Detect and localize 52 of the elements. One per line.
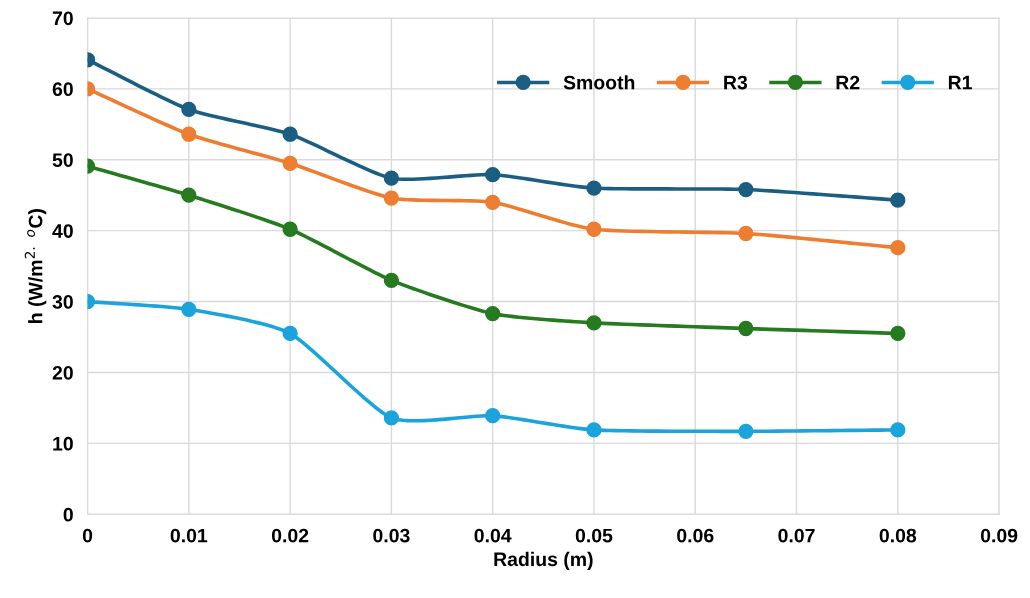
point <box>586 180 602 196</box>
point <box>282 325 298 342</box>
y-tick-label: 20 <box>52 365 73 380</box>
x-tick-label: 0.03 <box>373 528 410 543</box>
x-tick-label: 0.06 <box>677 528 714 543</box>
point <box>890 422 906 438</box>
point <box>485 194 501 210</box>
x-tick-label: 0 <box>82 528 93 543</box>
y-tick-label: 40 <box>52 224 73 238</box>
x-tick-label: 0.07 <box>778 528 815 543</box>
point <box>586 422 602 438</box>
point <box>282 126 298 142</box>
x-tick-label: 0.01 <box>170 528 208 543</box>
y-tick-label: 70 <box>52 11 73 26</box>
point <box>485 408 501 424</box>
point <box>890 192 906 208</box>
x-axis-title: Radius (m) <box>494 551 593 570</box>
x-tick-label: 0.02 <box>271 528 309 543</box>
x-tick-label: 0.09 <box>980 528 1018 543</box>
point <box>890 240 906 256</box>
point <box>738 181 754 198</box>
y-axis-title: h (W/m$^{2. o}$C) <box>24 209 47 323</box>
point <box>738 320 754 337</box>
point <box>738 225 754 242</box>
point <box>282 155 298 171</box>
point <box>485 167 501 183</box>
point <box>181 126 197 142</box>
point <box>181 301 197 318</box>
point <box>890 325 906 342</box>
point <box>383 190 400 206</box>
x-tick-label: 0.08 <box>879 528 917 543</box>
y-tick-label: 60 <box>52 82 73 97</box>
legend-label: R3 <box>724 75 748 90</box>
point <box>282 221 298 237</box>
y-tick-label: 30 <box>52 295 73 309</box>
y-tick-label: 50 <box>52 153 73 167</box>
legend-label: R2 <box>836 75 860 90</box>
point <box>586 315 602 331</box>
point <box>383 272 400 288</box>
y-tick-label: 0 <box>63 507 73 522</box>
point <box>181 187 197 203</box>
point <box>485 305 501 322</box>
point <box>586 221 602 237</box>
point <box>383 410 400 426</box>
legend-label: Smooth <box>563 75 635 90</box>
point <box>383 170 400 186</box>
point <box>181 101 197 118</box>
x-tick-label: 0.04 <box>474 528 512 543</box>
y-tick-label: 10 <box>53 436 73 451</box>
point <box>738 423 754 439</box>
x-tick-label: 0.05 <box>575 528 613 543</box>
legend-label: R1 <box>948 75 972 90</box>
